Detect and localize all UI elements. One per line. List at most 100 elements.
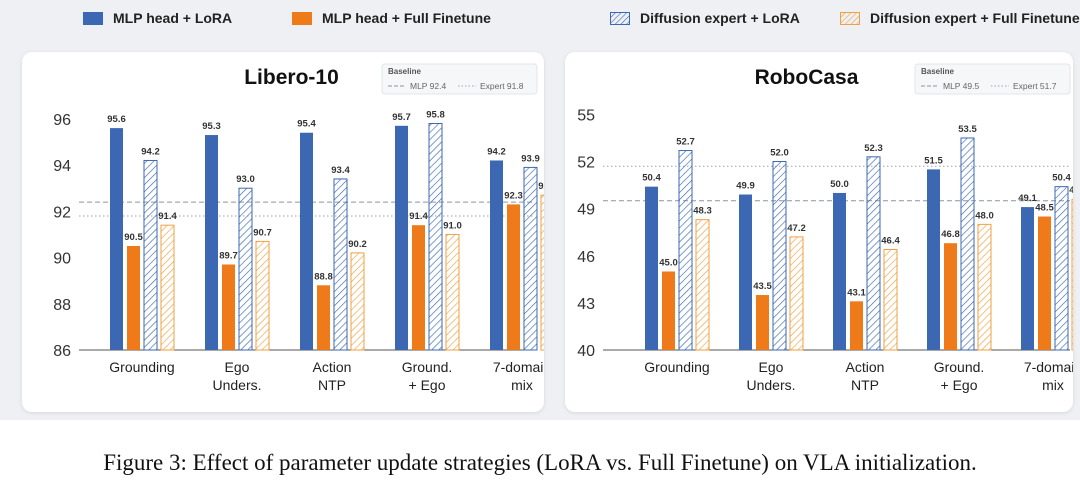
data-label: 90.5 — [124, 232, 143, 243]
bar-diffusion-lora — [772, 161, 787, 351]
bar-mlp-full — [1038, 216, 1051, 350]
y-tick-label: 43 — [577, 296, 595, 313]
data-label: 47.2 — [787, 223, 806, 234]
bar-diffusion-lora — [678, 150, 693, 351]
legend-swatch-mlp-lora — [83, 11, 103, 25]
baseline-mlp-label: MLP 49.5 — [943, 81, 980, 91]
x-tick-label: Action — [846, 359, 885, 375]
data-label: 50.4 — [1052, 173, 1071, 184]
data-label: 49.6 — [1069, 185, 1073, 196]
data-label: 91.0 — [443, 220, 462, 231]
data-label: 95.4 — [297, 119, 316, 130]
data-label: 90.7 — [253, 227, 272, 238]
baseline-title: Baseline — [921, 67, 954, 76]
baseline-box — [381, 63, 538, 95]
bar-mlp-full — [507, 204, 520, 350]
bar-diffusion-lora — [866, 156, 881, 351]
bar-diffusion-lora — [1054, 186, 1069, 351]
data-label: 53.5 — [958, 124, 977, 135]
legend-label-mlp-full: MLP head + Full Finetune — [322, 10, 491, 26]
bar-mlp-lora — [1021, 207, 1034, 350]
bar-mlp-lora — [205, 135, 218, 350]
bar-diffusion-full — [977, 223, 992, 351]
bar-diffusion-full — [350, 252, 365, 351]
bar-mlp-lora — [645, 186, 658, 350]
bar-diffusion-full — [789, 236, 804, 351]
y-tick-label: 52 — [577, 155, 595, 172]
bar-mlp-lora — [833, 192, 846, 350]
bar-diffusion-full — [445, 233, 460, 351]
data-label: 90.2 — [348, 239, 367, 250]
data-label: 48.3 — [693, 206, 712, 217]
y-tick-label: 92 — [53, 204, 71, 221]
data-label: 93.4 — [331, 165, 350, 176]
legend-label-mlp-lora: MLP head + LoRA — [113, 10, 233, 26]
x-tick-label: NTP — [851, 377, 879, 393]
bar-mlp-lora — [300, 132, 313, 350]
data-label: 91.4 — [158, 211, 177, 222]
data-label: 49.1 — [1018, 193, 1037, 204]
data-label: 95.7 — [392, 112, 411, 123]
x-tick-label: mix — [511, 377, 533, 393]
bar-diffusion-full — [695, 219, 710, 351]
data-label: 50.0 — [830, 179, 849, 190]
data-label: 52.0 — [770, 148, 789, 159]
legend-swatch-mlp-full — [292, 11, 312, 25]
legend-item-mlp-lora: MLP head + LoRA — [83, 10, 232, 26]
bar-mlp-lora — [739, 194, 752, 350]
baseline-title: Baseline — [388, 67, 421, 76]
bar-mlp-full — [222, 264, 235, 350]
bar-diffusion-full — [1071, 198, 1073, 351]
chart-panel-robocasa: RoboCasa Baseline MLP 49.5 Expert 51.7 40 43 4… — [565, 52, 1073, 412]
legend-swatch-diff-full — [840, 11, 860, 25]
bar-mlp-lora — [927, 169, 940, 350]
baseline-expert-label: Expert 91.8 — [480, 81, 524, 91]
chart-panel-libero: Libero-10 Baseline MLP 92.4 Expert 91.8 86 88… — [22, 52, 544, 412]
data-label: 52.3 — [864, 143, 883, 154]
y-tick-label: 55 — [577, 107, 595, 124]
data-label: 49.9 — [736, 181, 755, 192]
bar-mlp-lora — [110, 128, 123, 350]
legend: MLP head + LoRA MLP head + Full Finetune… — [0, 4, 1080, 32]
legend-item-diff-full: Diffusion expert + Full Finetune — [840, 10, 1080, 26]
y-tick-label: 49 — [577, 202, 595, 219]
x-tick-label: Ground. — [934, 359, 985, 375]
data-label: 88.8 — [314, 271, 333, 282]
legend-label-diff-full: Diffusion expert + Full Finetune — [870, 10, 1080, 26]
baseline-box — [914, 63, 1071, 95]
data-label: 92.7 — [538, 181, 544, 192]
chart-title: RoboCasa — [755, 66, 859, 89]
x-tick-label: Unders. — [746, 377, 795, 393]
bar-mlp-lora — [490, 160, 503, 350]
legend-item-mlp-full: MLP head + Full Finetune — [292, 10, 491, 26]
baseline-expert-label: Expert 51.7 — [1013, 81, 1057, 91]
bar-diffusion-lora — [428, 122, 443, 351]
data-label: 95.6 — [107, 114, 126, 125]
bar-diffusion-lora — [523, 166, 538, 351]
data-label: 48.5 — [1035, 203, 1054, 214]
data-label: 93.9 — [521, 153, 540, 164]
data-label: 89.7 — [219, 250, 238, 261]
chart-libero-10: Libero-10 Baseline MLP 92.4 Expert 91.8 86 88… — [53, 63, 544, 393]
x-tick-label: 7-domain — [1024, 359, 1073, 375]
data-label: 95.8 — [426, 109, 445, 120]
x-tick-label: Ego — [759, 359, 784, 375]
y-tick-label: 96 — [53, 112, 71, 129]
data-label: 95.3 — [202, 121, 221, 132]
bar-diffusion-lora — [143, 159, 158, 351]
bar-diffusion-full — [160, 224, 175, 351]
bar-mlp-full — [127, 245, 140, 350]
x-tick-label: NTP — [318, 377, 346, 393]
data-label: 46.8 — [941, 229, 960, 240]
data-label: 93.0 — [236, 174, 255, 185]
bar-diffusion-full — [883, 248, 898, 351]
bar-diffusion-lora — [960, 137, 975, 351]
figure-caption: Figure 3: Effect of parameter update str… — [103, 450, 977, 475]
x-tick-label: Grounding — [109, 359, 174, 375]
x-tick-label: + Ego — [409, 377, 446, 393]
data-label: 45.0 — [659, 257, 678, 268]
data-label: 94.2 — [487, 146, 506, 157]
bar-diffusion-full — [255, 240, 270, 351]
bar-mlp-full — [944, 243, 957, 350]
x-tick-label: 7-domain — [493, 359, 544, 375]
